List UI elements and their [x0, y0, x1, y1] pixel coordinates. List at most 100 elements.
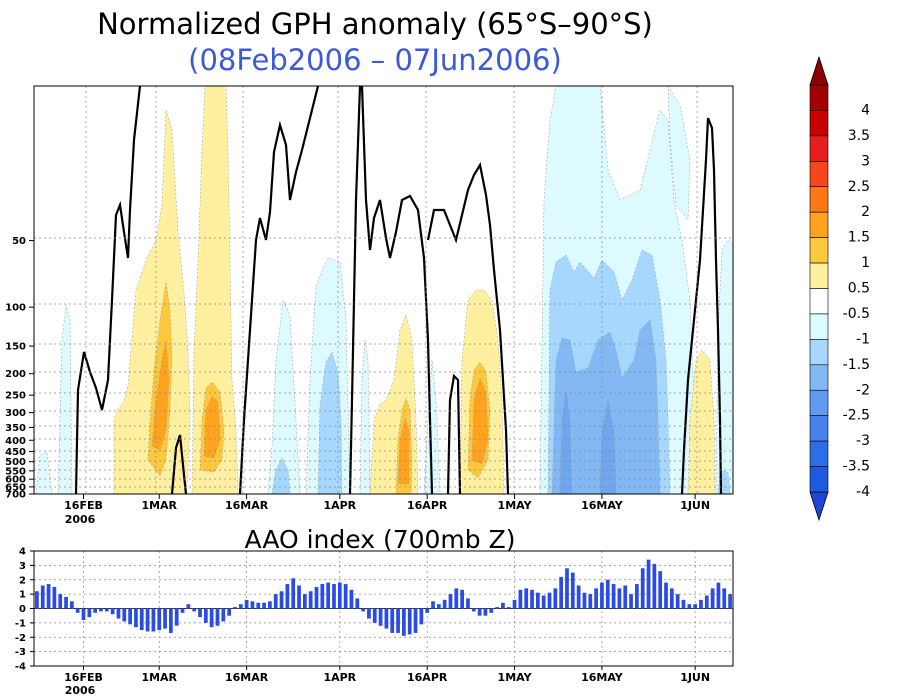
aao-bar: [69, 601, 74, 609]
aao-bar: [221, 608, 226, 622]
aao-bar: [664, 582, 668, 609]
aao-bar: [198, 608, 202, 618]
aao-bar: [547, 592, 552, 609]
aao-bar: [326, 582, 331, 609]
heatmap-field: [34, 86, 733, 494]
heatmap-year-label: 2006: [65, 513, 96, 526]
aao-bar: [704, 595, 709, 609]
aao-bar: [448, 594, 453, 609]
zero-contour-lines: [74, 86, 723, 494]
heatmap-x-tick-label: 1MAY: [498, 499, 533, 512]
aao-bar: [122, 608, 127, 622]
colorbar-label: -4: [856, 484, 870, 500]
aao-bar: [402, 608, 406, 636]
aao-y-tick-label: 4: [19, 547, 26, 558]
colorbar-label: 2.5: [848, 179, 870, 195]
aao-bar: [425, 608, 430, 613]
aao-bar: [93, 608, 98, 613]
colorbar-top-arrow: [809, 55, 829, 86]
aao-bar: [273, 594, 278, 609]
aao-y-tick-label: -4: [15, 662, 26, 673]
heatmap-y-tick-label: 600: [5, 475, 26, 486]
heatmap-x-tick-label: 1APR: [323, 499, 356, 512]
aao-bar: [588, 594, 593, 609]
aao-bar: [320, 584, 325, 609]
colorbar-swatch: [809, 262, 829, 289]
aao-bar: [99, 608, 103, 612]
colorbar-swatch: [809, 339, 829, 366]
aao-bar: [675, 594, 680, 609]
aao-bar: [646, 559, 651, 609]
heatmap-frame: [33, 85, 734, 495]
aao-bar: [722, 588, 727, 609]
heatmap-y-tick-label: 100: [5, 303, 26, 314]
aao-bar: [35, 591, 39, 609]
aao-bar: [169, 608, 173, 633]
aao-bar: [693, 604, 698, 609]
aao-bar: [227, 608, 232, 616]
aao-year-label: 2006: [65, 684, 96, 697]
negative-anomaly-strong: [551, 319, 661, 494]
chart-title: Normalized GPH anomaly (65°S–90°S): [97, 7, 653, 41]
aao-bar: [233, 607, 237, 609]
chart-subtitle: (08Feb2006 – 07Jun2006): [188, 43, 562, 77]
colorbar-label: -0.5: [843, 306, 870, 322]
aao-bar: [40, 585, 45, 609]
aao-y-tick-label: -3: [15, 647, 26, 658]
aao-bar: [151, 608, 156, 632]
aao-bar: [128, 608, 132, 625]
aao-bar: [367, 608, 371, 619]
aao-bar: [163, 608, 167, 629]
heatmap-x-tick-label: 1MAR: [141, 499, 177, 512]
colorbar-swatch: [809, 466, 829, 493]
colorbar-label: 3.5: [848, 128, 870, 144]
heatmap-y-tick-label: 150: [5, 342, 26, 353]
aao-bar: [52, 586, 57, 609]
aao-bar: [506, 607, 511, 609]
aao-bar: [209, 608, 214, 628]
aao-bar: [75, 608, 80, 613]
heatmap-y-tick-label: 650: [5, 482, 26, 493]
aao-y-tick-label: -2: [15, 633, 26, 644]
aao-bar: [308, 591, 313, 609]
heatmap-y-tick-label: 200: [5, 369, 26, 380]
aao-bar: [104, 608, 109, 612]
aao-bar: [518, 589, 523, 609]
aao-bar: [407, 608, 412, 635]
aao-bar: [454, 588, 459, 609]
aao-bar: [174, 608, 179, 626]
heatmap-x-tick-label: 16FEB: [64, 499, 103, 512]
aao-bar: [256, 602, 261, 609]
aao-bar: [268, 601, 272, 609]
aao-bar: [314, 586, 319, 609]
colorbar-label: 2: [861, 204, 870, 220]
aao-bar: [361, 608, 365, 612]
aao-bar: [594, 588, 598, 609]
aao-bar: [495, 607, 499, 609]
aao-bar: [372, 608, 377, 623]
aao-bar-plot: 4 3 2 1 0 -1 -2 -3 -4 16FEB 1MAR 16MAR 1APR 16APR 1MA…: [15, 547, 734, 697]
heatmap-plot: 50 100 150 200 250 300 350 40045050055060065070…: [5, 85, 734, 526]
aao-bar: [728, 594, 732, 609]
aao-bar: [355, 598, 360, 609]
aao-bars: [35, 559, 732, 636]
negative-anomaly-deep: [559, 389, 617, 494]
aao-bar: [635, 584, 639, 609]
aao-bar: [541, 595, 546, 609]
aao-bar: [512, 599, 517, 609]
colorbar-bottom-arrow: [809, 491, 829, 522]
aao-bar: [139, 608, 144, 631]
colorbar-label: -2: [856, 382, 870, 398]
aao-bar: [535, 592, 540, 609]
colorbar-label: 1.5: [848, 230, 870, 246]
heatmap-y-tick-label: 500: [5, 457, 26, 468]
heatmap-x-tick-label: 1JUN: [680, 499, 710, 512]
heatmap-y-tick-label: 250: [5, 391, 26, 402]
colorbar-label: -1: [856, 331, 870, 347]
heatmap-y-tick-label: 450: [5, 447, 26, 458]
heatmap-x-tick-label: 16APR: [407, 499, 448, 512]
colorbar-swatch: [809, 84, 829, 111]
aao-bar: [576, 585, 581, 609]
aao-bar: [629, 594, 633, 609]
aao-bar: [501, 602, 505, 609]
